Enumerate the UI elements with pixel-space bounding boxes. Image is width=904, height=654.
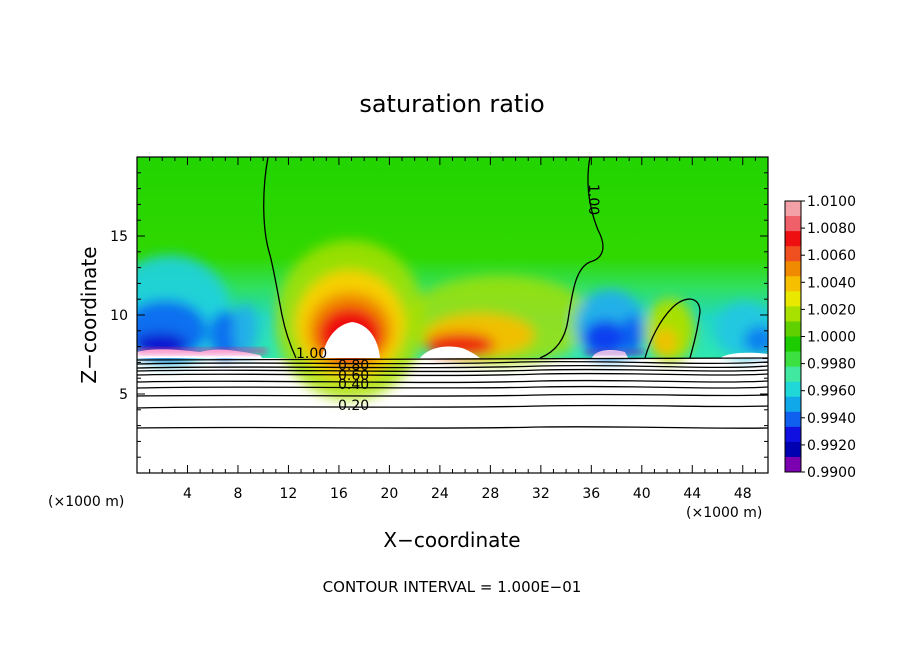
contour-0-10: [137, 426, 768, 429]
contour-0-20: [137, 404, 768, 409]
dry-region-far-right-core: [744, 326, 768, 354]
dry-region-right-core: [583, 320, 627, 356]
colorbar-swatch: [785, 366, 801, 383]
y-tick-label: 15: [110, 229, 128, 245]
cloud-base-band-left: [137, 348, 267, 354]
contour-baseline: [137, 357, 768, 361]
y-tick-label: 5: [119, 387, 128, 403]
x-axis-ticks: 4 8 12 16 20 24 28 32 36 40 44 48: [149, 157, 756, 502]
colorbar-swatch: [785, 456, 801, 473]
x-tick-label: 32: [532, 486, 550, 502]
colorbar-swatch: [785, 441, 801, 458]
colorbar-swatch: [785, 231, 801, 247]
y-axis-ticks: 5 10 15: [110, 172, 768, 458]
contour-label: 0.20: [338, 398, 369, 414]
contour-0-90: [137, 360, 768, 365]
contour-0-70: [137, 368, 768, 373]
contour-0-40: [137, 385, 768, 389]
contour-label-group: 1.00 1.00 0.80 0.60 0.40 0.20: [296, 184, 601, 414]
y-tick-label: 10: [110, 308, 128, 324]
x-tick-label: 28: [481, 486, 499, 502]
cloud-base-band: [137, 348, 645, 355]
colorbar-swatch: [785, 351, 801, 368]
contour-interval-note: CONTOUR INTERVAL = 1.000E−01: [323, 578, 582, 596]
dry-lobe-3: [622, 315, 642, 355]
chart-title: saturation ratio: [359, 90, 544, 118]
y-axis-label: Z−coordinate: [77, 246, 101, 383]
colorbar-swatch: [785, 321, 801, 337]
dry-lobe-1: [209, 311, 241, 359]
contour-label: 1.00: [296, 346, 327, 362]
x-tick-label: 12: [280, 486, 298, 502]
colorbar: 1.0100 1.0080 1.0060 1.0040 1.0020 1.0000 0.99…: [784, 194, 856, 481]
x-tick-label: 20: [380, 486, 398, 502]
colorbar-swatch: [785, 411, 801, 428]
contour-lines: [137, 157, 768, 429]
colorbar-tick-label: 0.9940: [807, 411, 856, 427]
contour-label: 0.80: [338, 358, 369, 374]
colorbar-swatch: [785, 306, 801, 322]
dry-lobe-2: [233, 304, 257, 356]
colorbar-swatch: [785, 276, 801, 292]
cloud-pocket-far-right: [720, 352, 768, 358]
cloud-pocket-mid: [420, 346, 480, 358]
x-tick-label: 16: [330, 486, 348, 502]
colorbar-tick-label: 0.9960: [807, 384, 856, 400]
contour-0-30: [137, 393, 768, 397]
colorbar-tick-label: 0.9980: [807, 357, 856, 373]
colorbar-tick-label: 1.0020: [807, 302, 856, 318]
cloud-pocket-center: [322, 322, 380, 358]
x-axis-label: X−coordinate: [383, 528, 520, 552]
colorbar-tick-label: 0.9900: [807, 465, 856, 481]
contour-0-50: [137, 379, 768, 384]
colorbar-swatch: [785, 426, 801, 443]
x-axis-unit-right: (×1000 m): [686, 505, 762, 521]
plot-area: 1.00 1.00 0.80 0.60 0.40 0.20: [137, 157, 768, 473]
colorbar-swatch: [785, 246, 801, 262]
colorbar-swatch: [785, 381, 801, 398]
x-tick-label: 44: [683, 486, 701, 502]
contour-1-00-left: [263, 157, 297, 359]
colorbar-tick-label: 1.0040: [807, 275, 856, 291]
colorbar-tick-label: 1.0080: [807, 221, 856, 237]
right-cloud-core: [653, 328, 677, 356]
x-axis-unit-left: (×1000 m): [48, 494, 124, 510]
contour-0-80: [137, 364, 768, 369]
colorbar-swatch: [785, 336, 801, 353]
colorbar-swatch: [785, 216, 801, 232]
contour-1-00-cell: [644, 298, 701, 359]
x-tick-label: 24: [431, 486, 449, 502]
cloud-base-band-right: [585, 350, 645, 355]
colorbar-tick-label: 1.0100: [807, 194, 856, 210]
colorbar-swatch: [785, 291, 801, 307]
x-tick-label: 4: [183, 486, 192, 502]
colorbar-tick-label: 1.0000: [807, 330, 856, 346]
contour-label: 1.00: [585, 184, 601, 215]
contour-0-60: [137, 372, 768, 377]
colorbar-swatch: [785, 261, 801, 277]
colorbar-swatch: [785, 201, 801, 217]
x-tick-label: 8: [233, 486, 242, 502]
contour-label: 0.40: [338, 377, 369, 393]
x-tick-label: 36: [582, 486, 600, 502]
colorbar-tick-label: 0.9920: [807, 438, 856, 454]
contour-label: 0.60: [338, 368, 369, 384]
colorbar-tick-label: 1.0060: [807, 248, 856, 264]
contour-1-00-right: [539, 157, 604, 359]
x-tick-label: 48: [734, 486, 752, 502]
x-tick-label: 40: [633, 486, 651, 502]
colorbar-swatch: [785, 396, 801, 413]
